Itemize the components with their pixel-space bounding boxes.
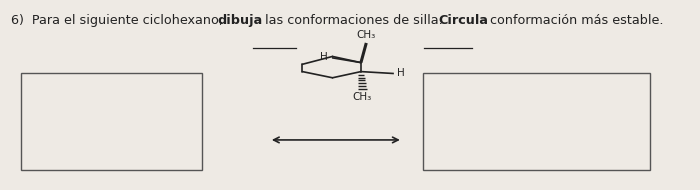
Text: Circula: Circula <box>439 14 489 28</box>
Text: las conformaciones de silla.: las conformaciones de silla. <box>261 14 447 28</box>
Text: H: H <box>320 52 328 62</box>
Bar <box>423 73 650 170</box>
Text: H: H <box>397 68 405 78</box>
Text: conformación más estable.: conformación más estable. <box>486 14 664 28</box>
Bar <box>22 73 202 170</box>
Text: CH₃: CH₃ <box>353 92 372 102</box>
Text: 6)  Para el siguiente ciclohexano,: 6) Para el siguiente ciclohexano, <box>11 14 228 28</box>
Text: CH₃: CH₃ <box>357 30 376 40</box>
Text: dibuja: dibuja <box>218 14 263 28</box>
